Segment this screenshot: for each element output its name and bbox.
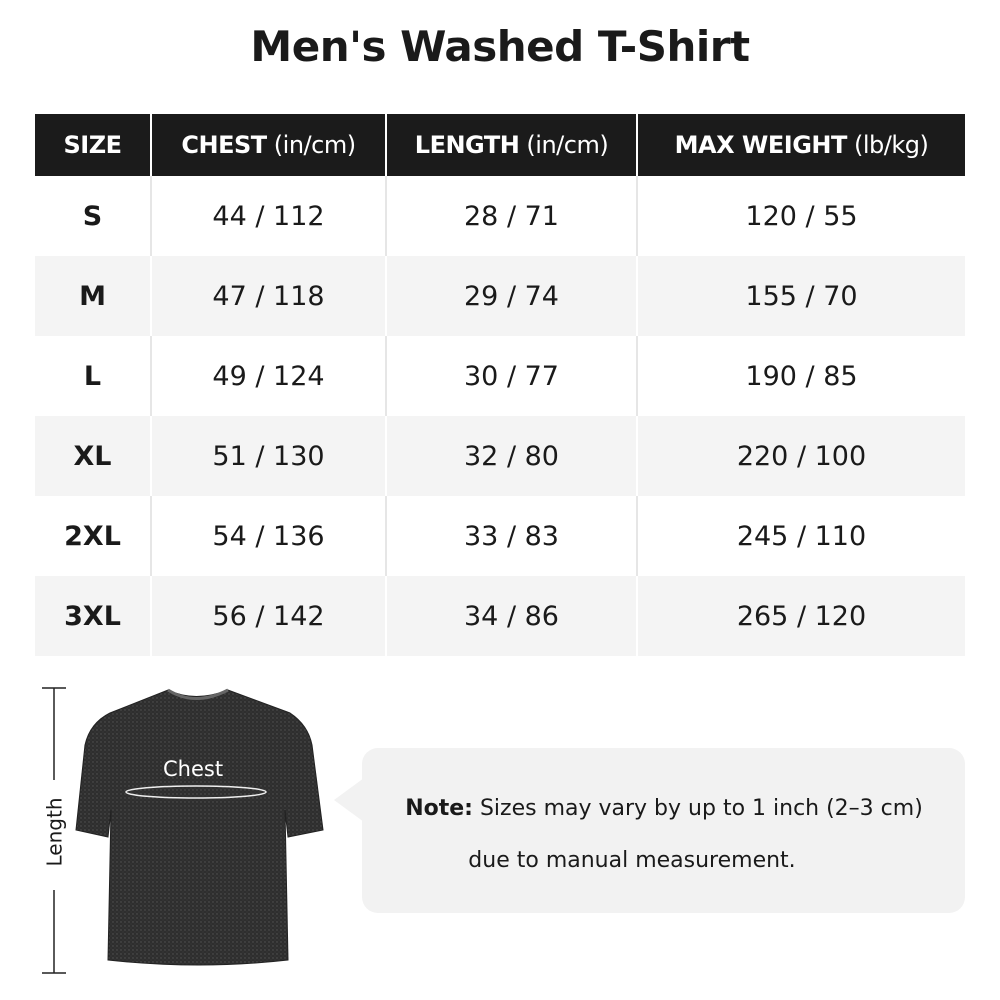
tshirt-icon <box>75 689 324 966</box>
header-unit: (lb/kg) <box>846 131 929 159</box>
value-cell: 34 / 86 <box>386 576 638 656</box>
column-header: LENGTH (in/cm) <box>386 114 638 176</box>
header-unit: (in/cm) <box>266 131 356 159</box>
table-header-row: SIZE CHEST (in/cm) LENGTH (in/cm) MAX WEIGH… <box>35 114 965 176</box>
value-cell: 51 / 130 <box>151 416 387 496</box>
chest-measure-ellipse <box>125 785 267 799</box>
header-label: CHEST <box>181 131 267 159</box>
column-header: CHEST (in/cm) <box>151 114 387 176</box>
size-cell: S <box>35 176 152 256</box>
tshirt-diagram <box>42 687 324 974</box>
value-cell: 120 / 55 <box>745 200 858 232</box>
note-line-1: Note: Sizes may vary by up to 1 inch (2–… <box>374 796 954 821</box>
table-row: M 47 / 118 29 / 74 155 / 70 <box>35 256 965 336</box>
value-cell: 56 / 142 <box>151 576 387 656</box>
table-row: XL 51 / 130 32 / 80 220 / 100 <box>35 416 965 496</box>
value-cell: 32 / 80 <box>386 416 638 496</box>
value-cell: 28 / 71 <box>386 176 638 256</box>
value-cell: 47 / 118 <box>151 256 387 336</box>
chest-label: Chest <box>163 757 224 781</box>
column-header: SIZE <box>35 114 152 176</box>
value-cell: 54 / 136 <box>151 496 387 576</box>
value-cell: 155 / 70 <box>637 256 965 336</box>
table-row: 2XL 54 / 136 33 / 83 245 / 110 <box>35 496 965 576</box>
table-row: 3XL 56 / 142 34 / 86 265 / 120 <box>35 576 965 656</box>
value-cell: 49 / 124 <box>151 336 387 416</box>
note-text: Sizes may vary by up to 1 inch (2–3 cm) <box>472 796 923 821</box>
header-unit: (in/cm) <box>519 131 609 159</box>
note-bubble-tail <box>334 778 364 822</box>
note-line-2: due to manual measurement. <box>468 848 796 873</box>
size-cell: L <box>35 336 152 416</box>
value-cell: 33 / 83 <box>386 496 638 576</box>
value-cell: 44 / 112 <box>151 176 387 256</box>
value-cell: 265 / 120 <box>637 576 965 656</box>
table-row: L 49 / 124 30 / 77 190 / 85 <box>35 336 965 416</box>
length-measure-line <box>42 687 66 974</box>
value-cell: 220 / 100 <box>637 416 965 496</box>
note-bubble: Note: Sizes may vary by up to 1 inch (2–… <box>362 748 965 913</box>
length-label: Length <box>42 797 67 867</box>
note-label: Note: <box>405 796 473 821</box>
size-cell: 2XL <box>35 496 152 576</box>
table-row: S 44 / 112 28 / 71 120 / 55 <box>35 176 965 256</box>
size-cell: XL <box>35 416 152 496</box>
value-cell: 29 / 74 <box>386 256 638 336</box>
size-cell: 3XL <box>35 576 152 656</box>
size-cell: M <box>35 256 152 336</box>
header-label: SIZE <box>63 131 122 159</box>
value-cell: 190 / 85 <box>745 360 858 392</box>
value-cell: 245 / 110 <box>736 520 867 552</box>
value-cell: 30 / 77 <box>386 336 638 416</box>
size-chart-table: SIZE CHEST (in/cm) LENGTH (in/cm) MAX WEIGH… <box>35 114 965 656</box>
column-header: MAX WEIGHT (lb/kg) <box>637 114 965 176</box>
page-title: Men's Washed T-Shirt <box>250 22 750 71</box>
header-label: LENGTH <box>414 131 520 159</box>
header-label: MAX WEIGHT <box>674 131 848 159</box>
